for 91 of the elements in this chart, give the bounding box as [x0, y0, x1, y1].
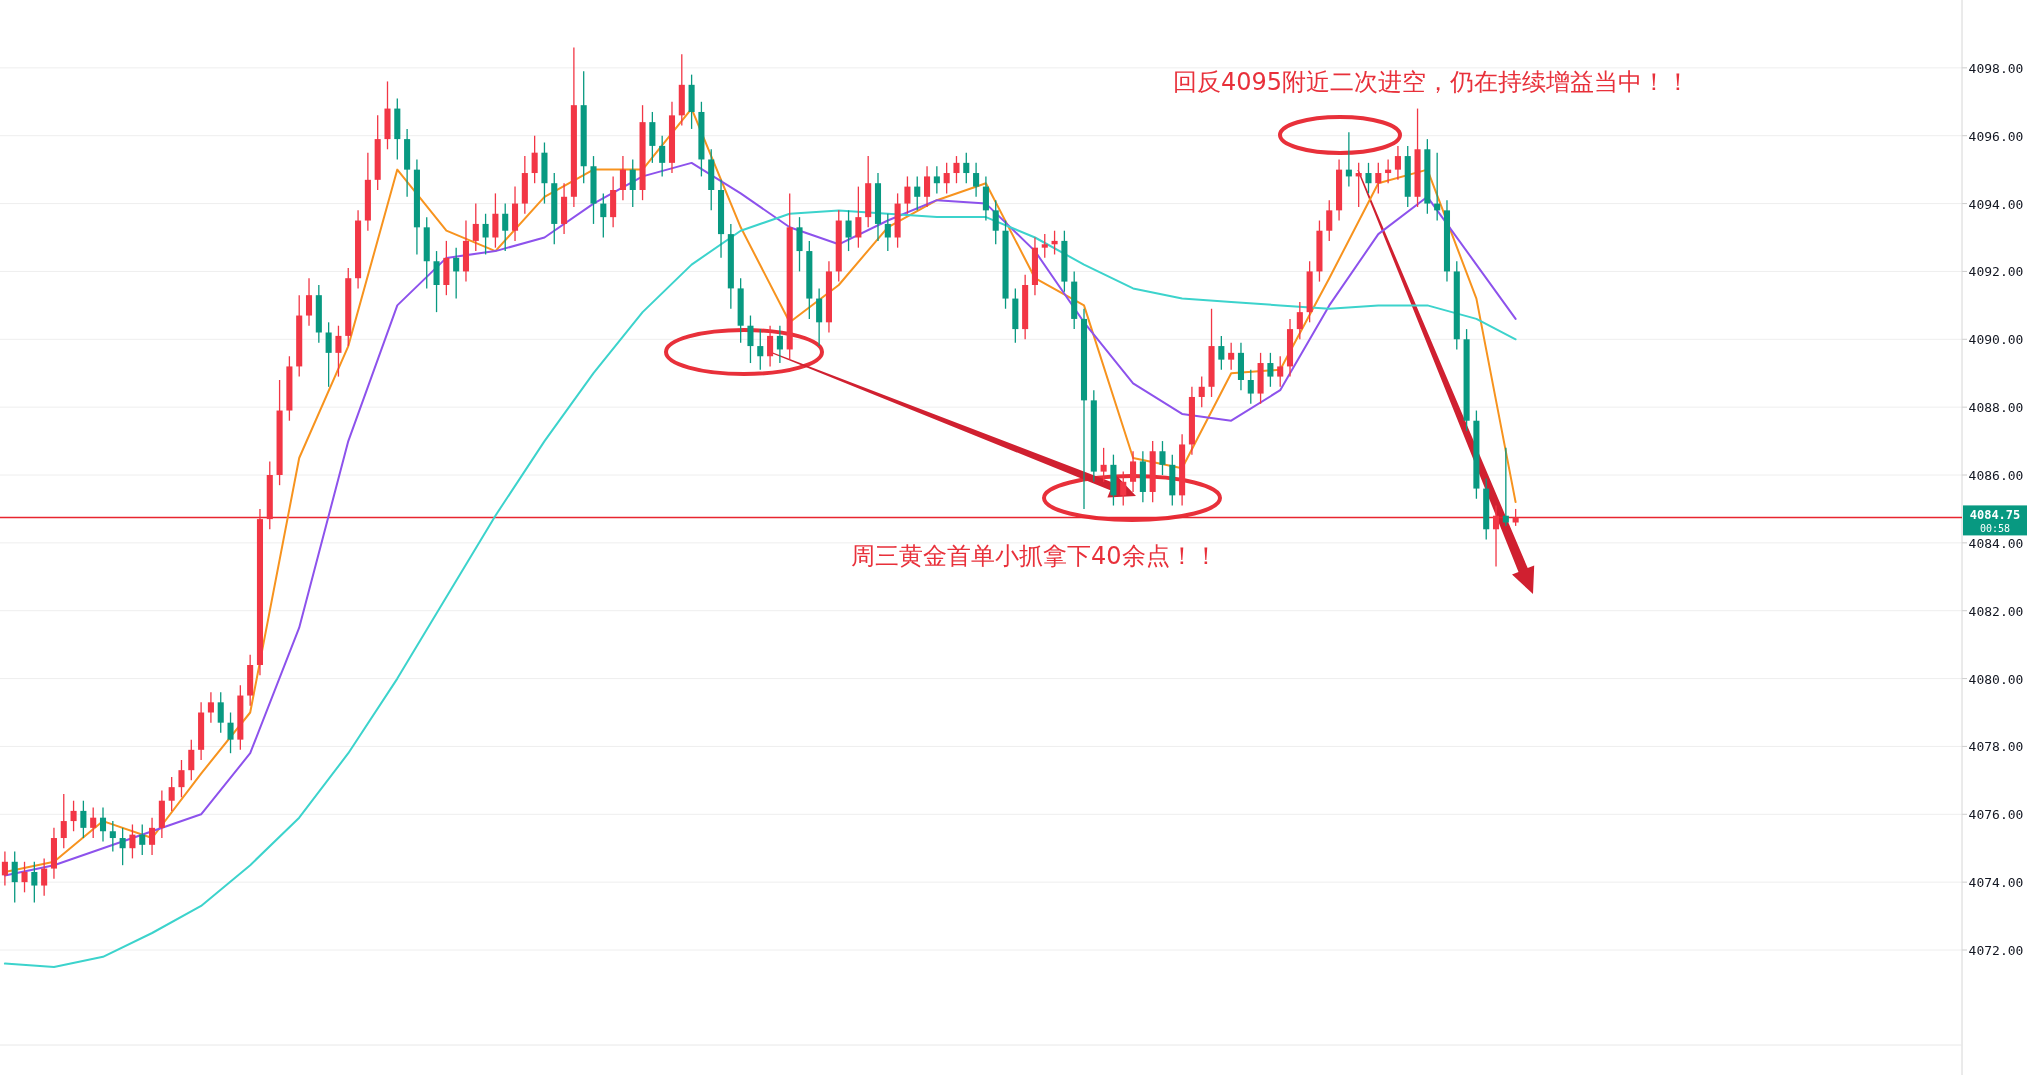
y-tick-label: 4092.00	[1968, 264, 2024, 280]
y-tick-label: 4074.00	[1968, 875, 2024, 891]
candlestick	[933, 165, 940, 195]
candlestick	[747, 314, 754, 364]
candlestick	[335, 325, 342, 378]
candlestick	[914, 175, 921, 212]
y-tick-label: 4086.00	[1968, 468, 2024, 483]
candlestick	[963, 152, 970, 184]
candlestick	[1296, 301, 1303, 340]
candlestick	[992, 199, 999, 245]
annotation: 回反4095附近二次进空，仍在持续增益当中！！	[1173, 68, 1691, 96]
candlestick	[129, 823, 136, 860]
candlestick	[1375, 162, 1382, 195]
candlestick	[600, 192, 607, 239]
y-tick-label: 4096.00	[1968, 128, 2024, 144]
candlestick	[924, 165, 931, 208]
y-tick-label: 4082.00	[1968, 603, 2024, 619]
annotation: 00:58	[1979, 523, 2011, 535]
candlestick	[178, 759, 185, 798]
candlestick	[855, 185, 862, 249]
candlestick	[119, 827, 126, 866]
candlestick	[502, 202, 509, 252]
candlestick	[70, 800, 77, 832]
candlestick	[1198, 375, 1205, 408]
candlestick	[953, 155, 960, 184]
candlestick	[982, 175, 989, 222]
y-tick-label: 4072.00	[1968, 943, 2024, 958]
candlestick	[90, 806, 97, 839]
y-tick-label: 4098.00	[1968, 60, 2024, 76]
candlestick	[325, 321, 332, 388]
candlestick	[1041, 233, 1048, 259]
candlestick	[649, 111, 656, 164]
candlestick	[1120, 470, 1127, 507]
candlestick	[1267, 352, 1274, 388]
candlestick	[796, 216, 803, 273]
y-tick-label: 4078.00	[1968, 739, 2024, 755]
candlestick	[531, 135, 538, 184]
candlestick	[227, 711, 234, 754]
candlestick	[453, 247, 460, 300]
ref-line-label: 4084.75	[1969, 508, 2021, 523]
y-tick-label: 4076.00	[1968, 807, 2024, 823]
candlestick	[492, 192, 499, 249]
y-tick-label: 4094.00	[1968, 196, 2024, 212]
candlestick	[80, 800, 87, 839]
candlestick	[973, 162, 980, 198]
candlestick	[60, 793, 67, 849]
candlestick	[884, 213, 891, 252]
candlestick	[41, 857, 48, 897]
candlestick	[139, 823, 146, 856]
candlestick	[21, 861, 28, 893]
candlestick	[757, 328, 764, 371]
candlestick	[168, 776, 175, 812]
candlestick	[619, 155, 626, 201]
candlestick	[482, 213, 489, 256]
y-tick-label: 4088.00	[1968, 400, 2024, 416]
candlestick	[816, 287, 823, 347]
candlestick	[207, 691, 214, 724]
candlestick	[1218, 335, 1225, 371]
candlestick	[11, 850, 18, 904]
candlestick	[472, 202, 479, 252]
candlestick	[99, 806, 107, 843]
candlestick	[1228, 342, 1235, 371]
candlestick	[1247, 369, 1254, 405]
candlestick	[1365, 162, 1372, 195]
candlestick	[1130, 450, 1137, 493]
candlestick	[845, 209, 852, 252]
candlestick	[31, 861, 38, 904]
candlestick	[1492, 504, 1500, 568]
candlestick	[1326, 199, 1333, 242]
candlestick	[776, 325, 783, 364]
candlestick	[1, 850, 8, 887]
y-tick-label: 4084.00	[1968, 535, 2024, 551]
candlestick	[433, 250, 440, 313]
candlestick	[904, 175, 911, 215]
candlestick	[767, 325, 774, 368]
candlestick	[305, 277, 313, 327]
y-tick-label: 4080.00	[1968, 671, 2024, 687]
candlestick	[659, 135, 666, 178]
annotation: 周三黄金首单小抓拿下40余点！！	[851, 542, 1218, 570]
candlestick	[1159, 440, 1166, 476]
candlestick	[1100, 447, 1107, 483]
candlestick	[149, 817, 156, 856]
candlestick	[943, 162, 950, 195]
candlestick	[1277, 355, 1284, 388]
candlestick	[217, 691, 224, 734]
candlestick	[1502, 447, 1509, 527]
candlestick	[1394, 145, 1401, 181]
candlestick	[188, 738, 195, 782]
candlestick	[109, 820, 116, 853]
y-tick-label: 4090.00	[1968, 332, 2024, 348]
candlestick	[629, 158, 636, 208]
